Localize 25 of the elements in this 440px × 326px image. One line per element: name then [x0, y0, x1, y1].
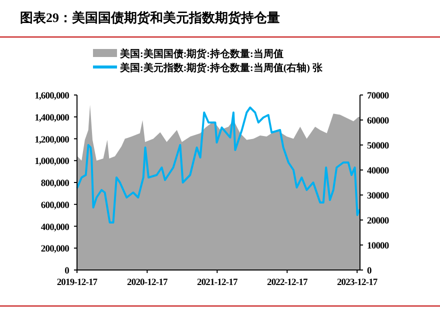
y-tick-label: 800,000 — [40, 179, 70, 189]
x-tick-label: 2022-12-17 — [266, 278, 308, 288]
x-tick-label: 2019-12-17 — [56, 278, 98, 288]
legend-label: 美国:美元指数:期货:持仓数量:当周值(右轴) 张 — [119, 62, 324, 74]
y2-tick-label: 30000 — [367, 192, 390, 202]
y-tick-label: 1,600,000 — [34, 92, 70, 102]
y2-tick-label: 0 — [367, 266, 372, 276]
y2-tick-label: 70000 — [367, 92, 390, 102]
y2-tick-label: 60000 — [367, 116, 390, 126]
y-tick-label: 1,400,000 — [34, 113, 70, 124]
y-tick-label: 400,000 — [40, 222, 70, 233]
y-tick-label: 1,200,000 — [34, 135, 70, 146]
x-tick-label: 2023-12-17 — [336, 278, 378, 288]
x-tick-label: 2020-12-17 — [127, 278, 168, 288]
y-tick-label: 600,000 — [40, 200, 70, 211]
y-tick-label: 200,000 — [40, 244, 70, 255]
legend-label: 美国:美国国债:期货:持仓数量:当周值 — [119, 48, 284, 60]
x-tick-label: 2021-12-17 — [196, 278, 238, 288]
y2-tick-label: 40000 — [367, 166, 390, 176]
chart-title: 图表29：美国国债期货和美元指数期货持仓量 — [20, 10, 280, 25]
y2-tick-label: 10000 — [367, 242, 390, 252]
y-tick-label: 0 — [64, 266, 70, 276]
y2-tick-label: 50000 — [367, 142, 390, 152]
y-tick-label: 1,000,000 — [34, 157, 70, 168]
y2-tick-label: 20000 — [367, 216, 390, 226]
